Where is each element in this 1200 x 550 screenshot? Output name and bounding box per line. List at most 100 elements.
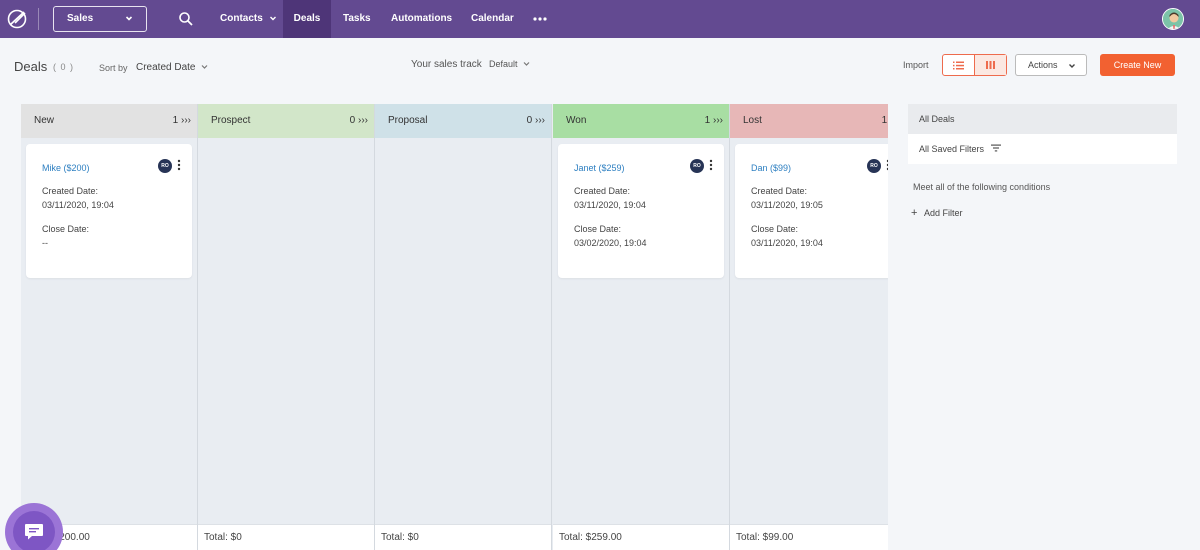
ellipsis-icon[interactable] bbox=[532, 12, 548, 26]
sales-track-label: Your sales track bbox=[411, 59, 482, 70]
deal-card[interactable]: Mike ($200) RO Created Date: 03/11/2020,… bbox=[26, 144, 192, 278]
add-filter-button[interactable]: + Add Filter bbox=[911, 207, 963, 219]
chevron-down-icon bbox=[269, 16, 276, 21]
column-count: 1 ››› bbox=[704, 115, 723, 126]
created-date-value: 03/11/2020, 19:04 bbox=[574, 200, 646, 210]
created-date-label: Created Date: bbox=[751, 186, 808, 196]
column-header: New 1 ››› bbox=[21, 104, 197, 138]
deal-card[interactable]: Dan ($99) RO Created Date: 03/11/2020, 1… bbox=[735, 144, 888, 278]
kebab-menu-icon[interactable] bbox=[176, 158, 182, 172]
column-header: Proposal 0 ››› bbox=[375, 104, 551, 138]
deal-name-link[interactable]: Dan ($99) bbox=[751, 163, 792, 173]
close-date-label: Close Date: bbox=[42, 224, 90, 234]
chat-icon bbox=[25, 524, 43, 540]
sales-track-value: Default bbox=[489, 59, 518, 69]
column-count: 0 ››› bbox=[526, 115, 545, 126]
saved-filters-label: All Saved Filters bbox=[919, 144, 985, 154]
chevron-down-icon bbox=[523, 62, 530, 66]
column-total: Total: $0 bbox=[375, 524, 551, 550]
deal-name-link[interactable]: Janet ($259) bbox=[574, 163, 625, 173]
search-icon[interactable] bbox=[178, 11, 194, 27]
page-title: Deals bbox=[14, 59, 48, 74]
import-link[interactable]: Import bbox=[903, 60, 929, 70]
kebab-menu-icon[interactable] bbox=[708, 158, 714, 172]
nav-calendar-label: Calendar bbox=[471, 13, 514, 24]
user-avatar-icon bbox=[1163, 9, 1183, 29]
column-total: Total: $259.00 bbox=[553, 524, 729, 550]
add-filter-label: Add Filter bbox=[924, 208, 963, 218]
close-date-label: Close Date: bbox=[751, 224, 799, 234]
list-view-button[interactable] bbox=[943, 55, 974, 75]
deals-board: New 1 ››› Mike ($200) RO Created Date: 0… bbox=[21, 104, 888, 550]
kebab-menu-icon[interactable] bbox=[885, 158, 888, 172]
column-name: Prospect bbox=[211, 115, 251, 126]
nav-contacts-label: Contacts bbox=[220, 13, 263, 24]
column-lost: Lost 1 ››› Dan ($99) RO Created Date: 03… bbox=[730, 104, 888, 550]
column-proposal: Proposal 0 ››› Total: $0 bbox=[375, 104, 552, 550]
top-navbar: Sales Contacts Deals Tasks Automations C… bbox=[0, 0, 1200, 38]
column-header: Prospect 0 ››› bbox=[198, 104, 374, 138]
app-selector[interactable]: Sales bbox=[53, 6, 147, 32]
column-won: Won 1 ››› Janet ($259) RO Created Date: … bbox=[553, 104, 730, 550]
column-name: New bbox=[34, 115, 55, 126]
logo-icon[interactable] bbox=[6, 8, 28, 30]
actions-label: Actions bbox=[1028, 60, 1058, 70]
owner-badge: RO bbox=[867, 159, 881, 173]
nav-contacts[interactable]: Contacts bbox=[220, 0, 277, 38]
chat-launcher-inner bbox=[13, 511, 55, 550]
owner-badge: RO bbox=[690, 159, 704, 173]
nav-tasks[interactable]: Tasks bbox=[343, 0, 371, 38]
deals-count: ( 0 ) bbox=[53, 62, 75, 72]
close-date-label: Close Date: bbox=[574, 224, 622, 234]
filter-conditions-text: Meet all of the following conditions bbox=[913, 182, 1051, 192]
board-view-button[interactable] bbox=[974, 55, 1006, 75]
app-selector-label: Sales bbox=[67, 13, 94, 24]
column-name: Lost bbox=[743, 115, 762, 126]
owner-badge: RO bbox=[158, 159, 172, 173]
nav-automations-label: Automations bbox=[391, 13, 453, 24]
nav-deals[interactable]: Deals bbox=[283, 0, 331, 38]
nav-calendar[interactable]: Calendar bbox=[471, 0, 514, 38]
sort-value: Created Date bbox=[136, 62, 196, 73]
close-date-value: -- bbox=[42, 238, 48, 248]
filter-icon bbox=[990, 144, 1001, 152]
column-total: Total: $0 bbox=[198, 524, 374, 550]
column-header: Won 1 ››› bbox=[553, 104, 729, 138]
column-name: Won bbox=[566, 115, 587, 126]
close-date-value: 03/02/2020, 19:04 bbox=[574, 238, 647, 248]
create-new-button[interactable]: Create New bbox=[1100, 54, 1175, 76]
chevron-down-icon bbox=[201, 65, 208, 69]
column-prospect: Prospect 0 ››› Total: $0 bbox=[198, 104, 375, 550]
chat-launcher[interactable] bbox=[5, 503, 63, 550]
chevron-down-icon bbox=[1069, 64, 1075, 68]
column-count: 0 ››› bbox=[349, 115, 368, 126]
view-toggle bbox=[942, 54, 1007, 76]
actions-button[interactable]: Actions bbox=[1015, 54, 1087, 76]
sort-dropdown[interactable]: Created Date bbox=[136, 62, 208, 73]
user-avatar[interactable] bbox=[1162, 8, 1184, 30]
column-count: 1 ››› bbox=[172, 115, 191, 126]
created-date-value: 03/11/2020, 19:05 bbox=[751, 200, 823, 210]
created-date-label: Created Date: bbox=[574, 186, 631, 196]
created-date-label: Created Date: bbox=[42, 186, 99, 196]
deal-name-link[interactable]: Mike ($200) bbox=[42, 163, 90, 173]
column-header: Lost 1 ››› bbox=[730, 104, 888, 138]
deal-card[interactable]: Janet ($259) RO Created Date: 03/11/2020… bbox=[558, 144, 724, 278]
kanban-icon bbox=[986, 61, 995, 69]
column-name: Proposal bbox=[388, 115, 428, 126]
created-date-value: 03/11/2020, 19:04 bbox=[42, 200, 114, 210]
close-date-value: 03/11/2020, 19:04 bbox=[751, 238, 823, 248]
column-count: 1 ››› bbox=[881, 115, 888, 126]
nav-tasks-label: Tasks bbox=[343, 13, 371, 24]
logo-divider bbox=[38, 8, 39, 30]
plus-icon: + bbox=[911, 207, 918, 219]
chevron-down-icon bbox=[125, 16, 133, 21]
column-new: New 1 ››› Mike ($200) RO Created Date: 0… bbox=[21, 104, 198, 550]
all-deals-filter[interactable]: All Deals bbox=[908, 104, 1177, 134]
sales-track-dropdown[interactable]: Default bbox=[489, 59, 530, 69]
list-icon bbox=[953, 61, 964, 69]
column-total: Total: $99.00 bbox=[730, 524, 888, 550]
saved-filters-dropdown[interactable]: All Saved Filters bbox=[908, 134, 1177, 164]
nav-automations[interactable]: Automations bbox=[391, 0, 452, 38]
sort-label: Sort by bbox=[99, 63, 128, 73]
